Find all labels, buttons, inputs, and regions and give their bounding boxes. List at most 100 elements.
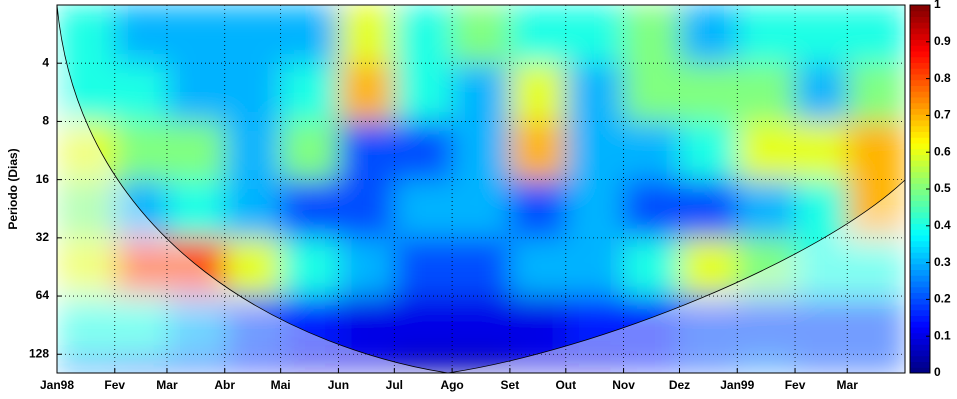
heat-cell: [679, 296, 738, 355]
x-tick-label: Mai: [271, 378, 291, 392]
heat-cell: [224, 237, 282, 297]
heat-cell: [509, 179, 567, 239]
heat-cell: [565, 354, 625, 373]
colorbar-swatch: [910, 33, 930, 40]
heat-cell: [114, 354, 168, 373]
colorbar-swatch: [910, 131, 930, 138]
heat-cell: [57, 121, 116, 181]
colorbar-swatch: [910, 194, 930, 201]
heat-cell: [565, 63, 625, 122]
heat-cell: [57, 354, 116, 373]
heat-cell: [679, 179, 738, 239]
heat-cell: [452, 179, 511, 239]
heat-cell: [338, 63, 395, 122]
colorbar-swatch: [910, 258, 930, 265]
heat-cell: [565, 237, 625, 297]
colorbar-swatch: [910, 68, 930, 75]
colorbar-swatch: [910, 5, 930, 12]
heat-cell: [280, 354, 339, 373]
colorbar-swatch: [910, 28, 930, 35]
colorbar-swatch: [910, 62, 930, 69]
heat-cell: [166, 354, 226, 373]
x-tick-label: Set: [501, 378, 520, 392]
colorbar-swatch: [910, 74, 930, 81]
heat-cell: [166, 63, 226, 122]
colorbar-swatch: [910, 263, 930, 270]
colorbar-swatch: [910, 355, 930, 362]
colorbar-tick-label: 0.3: [934, 255, 951, 269]
y-tick-label: 64: [36, 288, 50, 302]
colorbar-swatch: [910, 367, 930, 374]
heat-cell: [679, 354, 738, 373]
colorbar-tick-label: 0.5: [934, 181, 951, 195]
colorbar-swatch: [910, 39, 930, 46]
colorbar-swatch: [910, 79, 930, 86]
heat-cell: [795, 121, 848, 181]
colorbar-swatch: [910, 315, 930, 322]
heat-cell: [847, 179, 905, 239]
colorbar-swatch: [910, 246, 930, 253]
heat-cell: [338, 296, 395, 355]
heat-cell: [224, 296, 282, 355]
cone-line: [57, 5, 905, 373]
heat-cell: [623, 121, 680, 181]
heat-cell: [565, 296, 625, 355]
colorbar-swatch: [910, 281, 930, 288]
heat-cell: [795, 63, 848, 122]
colorbar-tick-label: 0.6: [934, 144, 951, 158]
colorbar-tick-label: 0.8: [934, 71, 951, 85]
x-tick-label: Nov: [612, 378, 635, 392]
heat-cell: [623, 179, 680, 239]
heat-cell: [509, 296, 567, 355]
colorbar-swatch: [910, 154, 930, 161]
heat-cell: [280, 121, 339, 181]
y-tick-label: 4: [42, 55, 49, 69]
heat-cell: [509, 63, 567, 122]
colorbar-tick-label: 1: [934, 0, 941, 11]
colorbar-swatch: [910, 189, 930, 196]
heat-cell: [166, 5, 226, 64]
heat-cell: [623, 5, 680, 64]
colorbar-swatch: [910, 321, 930, 328]
heat-cell: [338, 121, 395, 181]
heat-cell: [224, 63, 282, 122]
heat-cell: [847, 237, 905, 297]
heat-cell: [394, 121, 453, 181]
colorbar-swatch: [910, 229, 930, 236]
heat-cell: [847, 296, 905, 355]
colorbar-swatch: [910, 240, 930, 247]
heat-cell: [338, 179, 395, 239]
colorbar-swatch: [910, 298, 930, 305]
heat-cell: [57, 63, 116, 122]
heat-cell: [737, 5, 796, 64]
colorbar-swatch: [910, 85, 930, 92]
colorbar-swatch: [910, 350, 930, 357]
x-tick-label: Jul: [386, 378, 403, 392]
colorbar-swatch: [910, 361, 930, 368]
colorbar-swatch: [910, 166, 930, 173]
heat-cell: [224, 354, 282, 373]
heat-cell: [847, 121, 905, 181]
x-tick-label: Jan99: [720, 378, 754, 392]
heat-cell: [847, 5, 905, 64]
colorbar-swatch: [910, 120, 930, 127]
colorbar-swatch: [910, 206, 930, 213]
grid: [57, 5, 905, 373]
heat-cell: [737, 179, 796, 239]
colorbar-tick-label: 0.9: [934, 34, 951, 48]
colorbar-swatch: [910, 338, 930, 345]
x-tick-label: Mar: [837, 378, 859, 392]
heat-cell: [338, 5, 395, 64]
heat-cell: [847, 63, 905, 122]
colorbar-swatch: [910, 148, 930, 155]
colorbar-swatch: [910, 97, 930, 104]
colorbar-swatch: [910, 344, 930, 351]
colorbar-swatch: [910, 171, 930, 178]
heat-cell: [394, 354, 453, 373]
colorbar-swatch: [910, 51, 930, 58]
heat-cell: [509, 121, 567, 181]
colorbar-swatch: [910, 114, 930, 121]
heat-cell: [57, 5, 116, 64]
y-axis-label: Periodo (Dias): [6, 148, 20, 229]
